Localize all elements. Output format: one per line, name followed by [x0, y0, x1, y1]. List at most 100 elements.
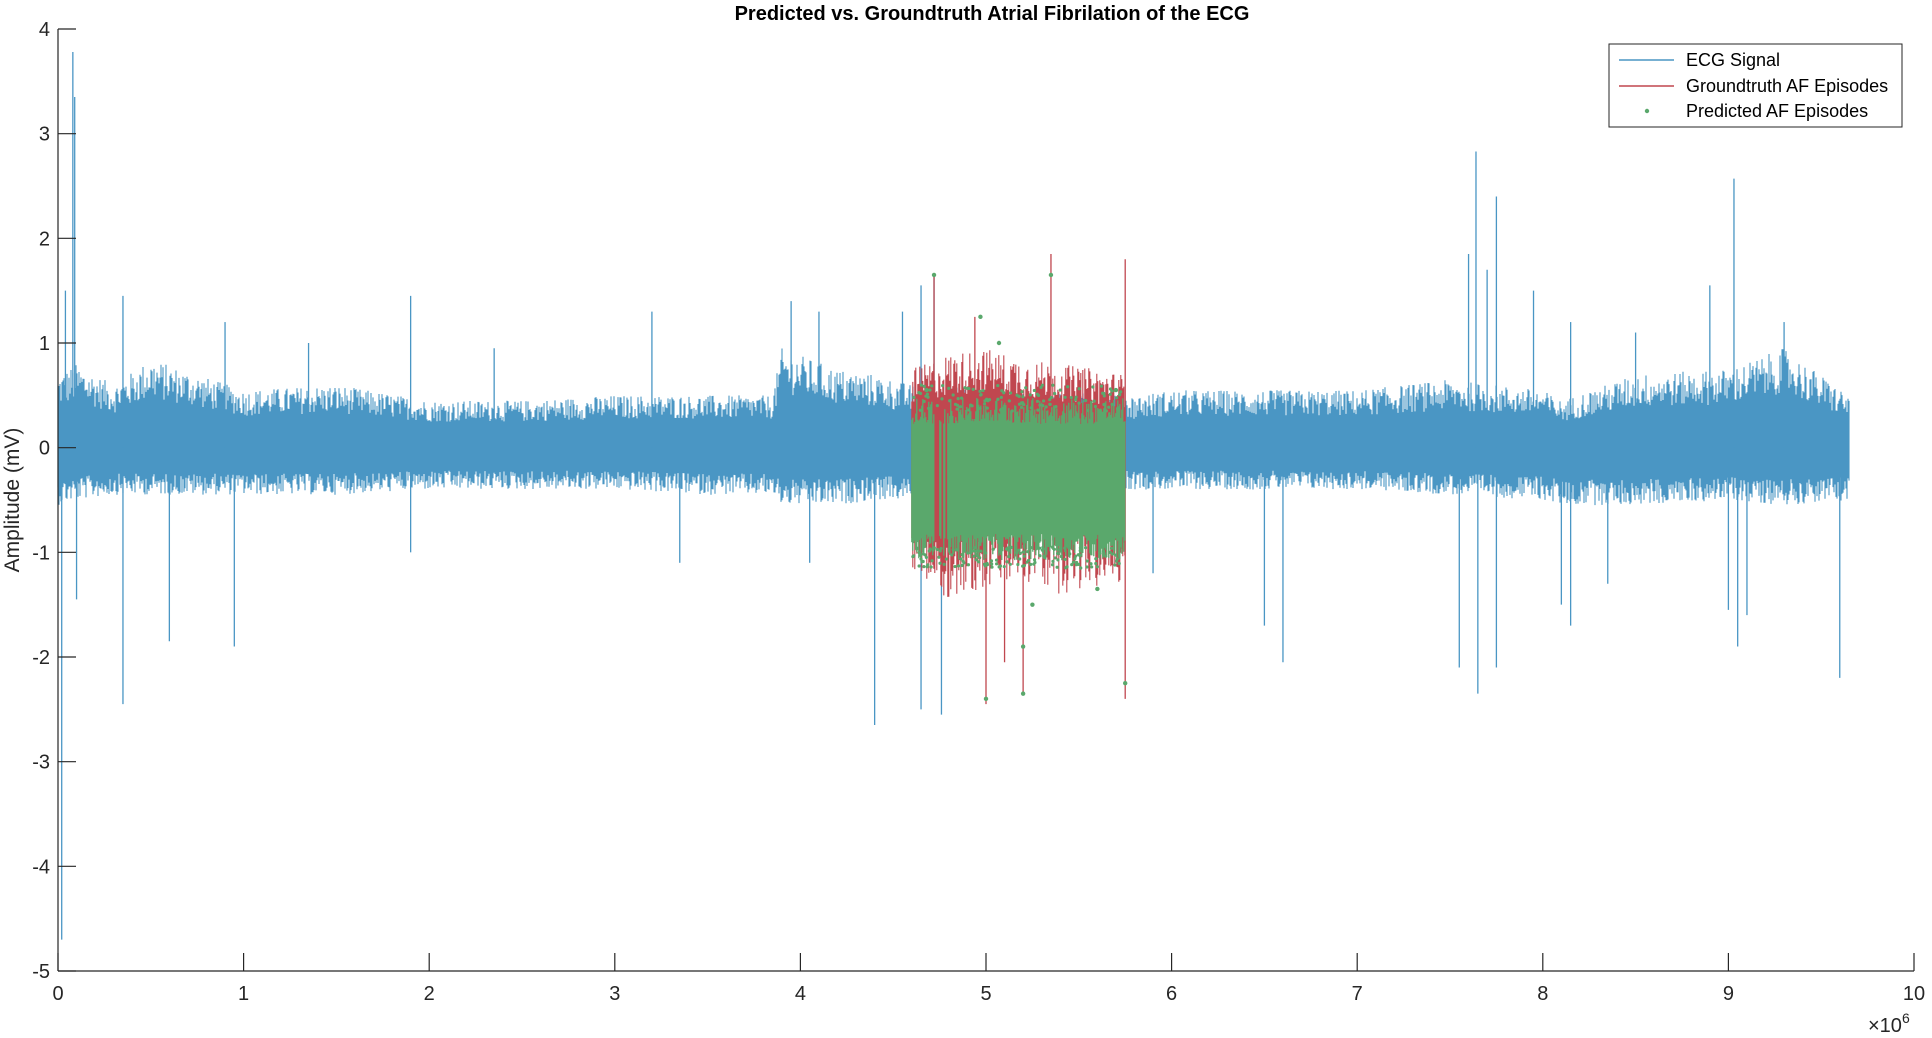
predicted-af-point [1123, 680, 1128, 686]
predicted-af-point [1058, 388, 1062, 392]
predicted-af-point [1104, 554, 1108, 558]
predicted-af-point [1015, 393, 1019, 397]
predicted-af-point [1052, 547, 1057, 551]
predicted-af-point [948, 399, 952, 403]
y-tick-label: -1 [32, 542, 50, 564]
x-tick-label: 9 [1723, 983, 1734, 1005]
y-tick-label: 0 [39, 438, 50, 460]
predicted-af-point [1098, 408, 1102, 412]
predicted-af-point [951, 393, 955, 397]
predicted-af-point [958, 405, 963, 409]
predicted-af-point [1073, 557, 1077, 561]
predicted-af-point [989, 559, 994, 563]
predicted-af-point [956, 564, 961, 568]
predicted-af-point [990, 565, 994, 569]
y-tick-label: -2 [32, 647, 50, 669]
predicted-af-point [926, 563, 930, 567]
predicted-af-point [1020, 390, 1024, 394]
legend-entry-predicted-af: Predicted AF Episodes [1686, 101, 1868, 121]
predicted-af-point [937, 555, 941, 559]
predicted-af-point [1029, 546, 1033, 550]
predicted-af-point [1053, 556, 1057, 560]
predicted-af-point [1073, 398, 1078, 402]
x-exponent-base: ×10 [1868, 1015, 1902, 1037]
predicted-af-point [1093, 404, 1098, 409]
predicted-af-point [974, 558, 978, 562]
predicted-af-point [1098, 551, 1102, 555]
predicted-af-point [959, 557, 963, 561]
predicted-af-point [975, 554, 980, 558]
predicted-af-point [1116, 407, 1120, 411]
predicted-af-point [1079, 566, 1083, 570]
predicted-af-point [1056, 551, 1060, 556]
predicted-af-point [1024, 386, 1028, 390]
predicted-af-point [973, 549, 977, 553]
predicted-af-point [951, 548, 955, 552]
predicted-af-point [1044, 405, 1048, 409]
predicted-af-point [978, 556, 982, 560]
y-ticks: -5 -4 -3 -2 -1 0 1 2 3 4 [32, 19, 76, 983]
predicted-af-point [1066, 385, 1070, 389]
predicted-af-point [917, 564, 921, 568]
x-tick-label: 4 [795, 983, 806, 1005]
predicted-af-point [1029, 406, 1033, 410]
predicted-af-point [1053, 391, 1057, 396]
predicted-af-point [1010, 409, 1014, 413]
predicted-af-point [1107, 405, 1111, 409]
predicted-af-point [923, 553, 927, 557]
predicted-af-point [922, 565, 926, 569]
predicted-af-point [912, 554, 916, 558]
predicted-af-point [928, 547, 932, 551]
predicted-af-point [990, 562, 994, 566]
predicted-af-point [979, 549, 983, 553]
predicted-af-point [915, 546, 920, 550]
predicted-af-point [935, 547, 939, 552]
predicted-af-point [1094, 557, 1098, 561]
x-axis-exponent: ×106 [1868, 1010, 1910, 1037]
x-tick-label: 1 [238, 983, 249, 1005]
predicted-af-point [1021, 395, 1025, 399]
predicted-af-point [1108, 392, 1112, 396]
predicted-af-point [985, 406, 989, 410]
predicted-af-point [1071, 560, 1076, 564]
predicted-af-point [940, 397, 944, 401]
predicted-af-point [1085, 565, 1089, 569]
predicted-af-point [956, 397, 960, 401]
predicted-af-point [969, 403, 973, 407]
predicted-af-point [924, 555, 928, 559]
predicted-af-point [924, 394, 928, 398]
predicted-af-point [1102, 402, 1106, 407]
predicted-af-point [1070, 563, 1074, 567]
predicted-af-point [919, 557, 923, 561]
predicted-af-point [1041, 404, 1045, 408]
predicted-af-point [1002, 564, 1006, 569]
predicted-af-point [1039, 385, 1043, 389]
predicted-af-point [922, 384, 926, 388]
predicted-af-point [929, 565, 933, 569]
y-tick-label: -4 [32, 856, 50, 878]
predicted-af-point [1048, 402, 1052, 406]
predicted-af-point [983, 399, 987, 403]
predicted-af-point [1113, 387, 1119, 393]
predicted-af-point [919, 383, 923, 387]
x-tick-label: 0 [52, 983, 63, 1005]
predicted-af-point [1063, 395, 1067, 399]
predicted-af-point [1094, 561, 1098, 566]
predicted-af-point [998, 564, 1003, 568]
predicted-af-point [1007, 554, 1011, 559]
x-tick-label: 7 [1352, 983, 1363, 1005]
predicted-af-point [960, 553, 964, 557]
chart-title: Predicted vs. Groundtruth Atrial Fibrila… [735, 3, 1250, 25]
predicted-af-point [930, 559, 934, 563]
predicted-af-point [1028, 393, 1032, 397]
predicted-af-point [1119, 390, 1123, 394]
predicted-af-point [1099, 384, 1104, 388]
predicted-af-point [1110, 552, 1114, 556]
predicted-af-point [1025, 550, 1030, 554]
legend: ECG Signal Groundtruth AF Episodes Predi… [1608, 43, 1903, 128]
predicted-af-point [1050, 545, 1055, 549]
predicted-af-series [911, 272, 1128, 702]
predicted-af-point [1021, 550, 1025, 554]
predicted-af-point [1089, 562, 1093, 566]
predicted-af-point [1029, 562, 1033, 566]
